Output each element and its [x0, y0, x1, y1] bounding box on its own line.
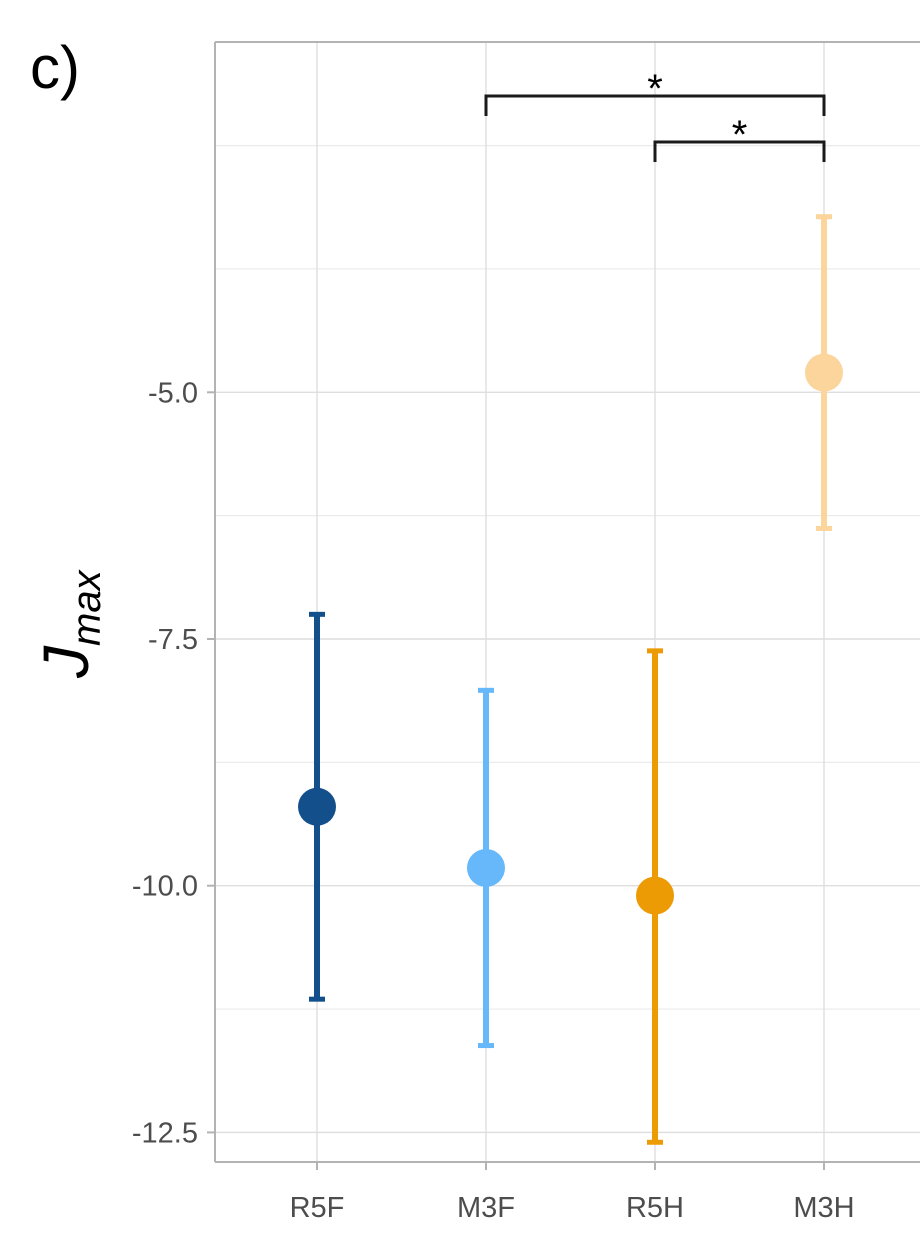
error-bars: [309, 214, 832, 1145]
y-tick-label: -10.0: [132, 871, 198, 903]
axes: [207, 41, 920, 1170]
x-tick-labels: R5F M3F R5H M3H: [290, 1192, 855, 1224]
x-tick-label: R5H: [626, 1192, 684, 1224]
significance-bracket: *: [653, 113, 826, 162]
y-tick-labels: -5.0 -7.5 -10.0 -12.5: [132, 377, 198, 1149]
y-axis-label-main: J: [30, 645, 102, 679]
bracket-line: [653, 140, 826, 162]
x-tick-label: R5F: [290, 1192, 345, 1224]
mean-point: [467, 848, 505, 887]
significance-label: *: [732, 113, 748, 157]
bracket-line: [484, 94, 826, 116]
mean-point: [298, 787, 336, 826]
y-tick-label: -12.5: [132, 1117, 198, 1149]
y-axis-label-sub: max: [65, 568, 109, 646]
significance-label: *: [647, 67, 663, 111]
mean-point: [805, 353, 843, 392]
y-tick-label: -5.0: [148, 377, 198, 409]
x-tick-label: M3H: [793, 1192, 854, 1224]
grid: [215, 42, 920, 1162]
mean-point: [636, 876, 674, 915]
y-axis-label: Jmax: [30, 568, 109, 679]
significance-brackets: **: [484, 67, 826, 162]
x-tick-label: M3F: [457, 1192, 515, 1224]
panel-label: c): [30, 34, 80, 101]
y-tick-label: -7.5: [148, 624, 198, 656]
significance-bracket: *: [484, 67, 826, 116]
points: [298, 353, 843, 915]
